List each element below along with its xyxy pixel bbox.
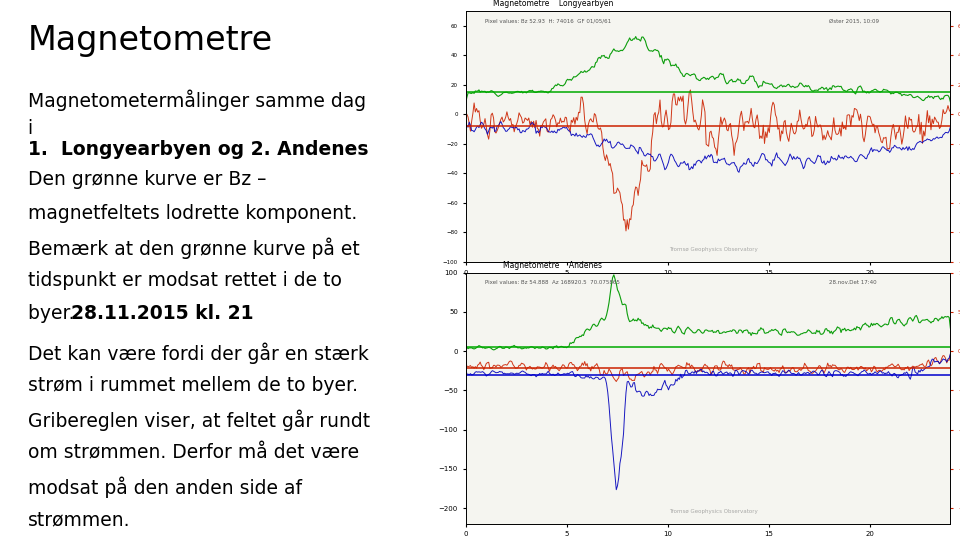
Text: tidspunkt er modsat rettet i de to: tidspunkt er modsat rettet i de to: [28, 271, 342, 289]
Text: Bemærk at den grønne kurve på et: Bemærk at den grønne kurve på et: [28, 237, 359, 259]
Text: om strømmen. Derfor må det være: om strømmen. Derfor må det være: [28, 443, 359, 462]
Text: Det kan være fordi der går en stærk: Det kan være fordi der går en stærk: [28, 343, 369, 364]
Text: Magnetometermålinger samme dag
i: Magnetometermålinger samme dag i: [28, 89, 366, 138]
Text: Gribereglen viser, at feltet går rundt: Gribereglen viser, at feltet går rundt: [28, 410, 370, 431]
Text: byer.: byer.: [28, 304, 80, 323]
Text: 1.  Longyearbyen og 2. Andenes: 1. Longyearbyen og 2. Andenes: [28, 140, 368, 159]
Text: Den grønne kurve er Bz –: Den grønne kurve er Bz –: [28, 170, 266, 189]
Text: Øster 2015, 10:09: Øster 2015, 10:09: [829, 18, 879, 23]
Text: strøm i rummet mellem de to byer.: strøm i rummet mellem de to byer.: [28, 376, 358, 395]
Text: 28.nov.Det 17:40: 28.nov.Det 17:40: [829, 280, 876, 285]
Text: strømmen.: strømmen.: [28, 510, 131, 529]
Text: modsat på den anden side af: modsat på den anden side af: [28, 477, 301, 498]
Text: Magnetometre    Longyearbyen: Magnetometre Longyearbyen: [492, 0, 613, 8]
Text: 28.11.2015 kl. 21: 28.11.2015 kl. 21: [71, 304, 254, 323]
Text: Magnetometre: Magnetometre: [28, 24, 273, 57]
Text: magnetfeltets lodrette komponent.: magnetfeltets lodrette komponent.: [28, 204, 357, 222]
Text: Pixel values: Bz 52.93  H: 74016  GF 01/05/61: Pixel values: Bz 52.93 H: 74016 GF 01/05…: [485, 18, 612, 23]
Text: Tromsø Geophysics Observatory: Tromsø Geophysics Observatory: [669, 509, 758, 514]
Text: Tromsø Geophysics Observatory: Tromsø Geophysics Observatory: [669, 247, 758, 252]
Text: Magnetometre    Andenes: Magnetometre Andenes: [503, 261, 602, 270]
Text: Pixel values: Bz 54.888  Az 168920.5  70.075865: Pixel values: Bz 54.888 Az 168920.5 70.0…: [485, 280, 620, 285]
